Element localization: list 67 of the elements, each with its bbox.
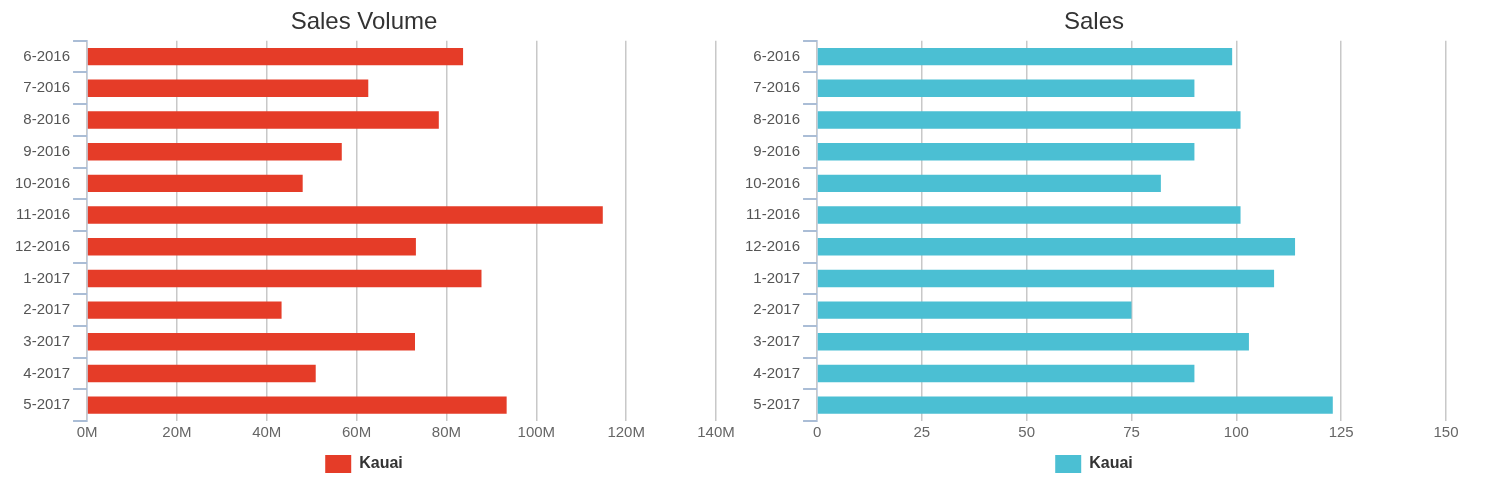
bar bbox=[817, 206, 1241, 224]
y-tick-label: 7-2016 bbox=[23, 78, 71, 96]
chart-title: Sales bbox=[1063, 7, 1125, 35]
bar bbox=[87, 206, 603, 224]
y-tick-label: 9-2016 bbox=[753, 141, 801, 159]
x-tick-label: 75 bbox=[1123, 423, 1140, 441]
bar bbox=[87, 79, 369, 98]
bar bbox=[817, 238, 1296, 256]
y-tick-label: 4-2017 bbox=[23, 363, 71, 381]
bar bbox=[817, 142, 1195, 161]
x-tick-label: 150 bbox=[1433, 423, 1459, 441]
bar bbox=[87, 111, 439, 129]
bar bbox=[87, 396, 507, 414]
bar bbox=[817, 79, 1195, 98]
chart-title: Sales Volume bbox=[290, 7, 438, 35]
y-tick-label: 8-2016 bbox=[23, 110, 71, 128]
x-tick-label: 40M bbox=[252, 423, 282, 441]
x-tick-label: 60M bbox=[342, 423, 372, 441]
x-tick-label: 100 bbox=[1223, 423, 1249, 441]
bar bbox=[817, 47, 1233, 66]
x-tick-label: 0M bbox=[76, 423, 98, 441]
y-tick-label: 11-2016 bbox=[746, 205, 801, 223]
y-tick-label: 6-2016 bbox=[23, 46, 71, 64]
y-tick-label: 5-2017 bbox=[23, 395, 71, 413]
x-tick-label: 100M bbox=[517, 423, 556, 441]
y-tick-label: 8-2016 bbox=[753, 110, 801, 128]
y-tick-label: 6-2016 bbox=[753, 46, 801, 64]
x-tick-label: 140M bbox=[697, 423, 735, 441]
y-tick-label: 11-2016 bbox=[16, 205, 71, 223]
y-tick-label: 3-2017 bbox=[753, 331, 801, 349]
bar bbox=[817, 269, 1275, 288]
y-tick-label: 12-2016 bbox=[744, 236, 801, 254]
y-tick-label: 2-2017 bbox=[23, 300, 71, 318]
legend-label: Kauai bbox=[1089, 454, 1133, 472]
x-tick-label: 50 bbox=[1018, 423, 1036, 441]
bar bbox=[817, 396, 1333, 414]
bar bbox=[87, 269, 482, 288]
y-tick-label: 5-2017 bbox=[753, 395, 801, 413]
bar bbox=[87, 174, 303, 193]
y-tick-label: 4-2017 bbox=[753, 363, 801, 381]
x-tick-label: 120M bbox=[607, 423, 645, 441]
y-tick-label: 9-2016 bbox=[23, 141, 71, 159]
y-tick-label: 1-2017 bbox=[23, 268, 71, 286]
y-tick-label: 2-2017 bbox=[753, 300, 801, 318]
y-tick-label: 1-2017 bbox=[753, 268, 801, 286]
y-tick-label: 10-2016 bbox=[744, 173, 801, 191]
bar bbox=[87, 333, 415, 351]
bar bbox=[87, 301, 282, 319]
x-tick-label: 125 bbox=[1328, 423, 1354, 441]
x-tick-label: 80M bbox=[431, 423, 462, 441]
bar bbox=[87, 47, 464, 66]
bar bbox=[817, 174, 1161, 193]
x-tick-label: 0 bbox=[812, 423, 822, 441]
legend-label: Kauai bbox=[359, 454, 403, 472]
y-tick-label: 10-2016 bbox=[14, 173, 71, 191]
x-tick-label: 25 bbox=[913, 423, 931, 441]
y-tick-label: 7-2016 bbox=[753, 78, 801, 96]
bar bbox=[87, 364, 316, 383]
bar bbox=[817, 333, 1249, 351]
bar bbox=[817, 364, 1195, 383]
y-tick-label: 3-2017 bbox=[23, 331, 71, 349]
y-tick-label: 12-2016 bbox=[14, 236, 71, 254]
bar bbox=[817, 111, 1241, 129]
bar bbox=[817, 301, 1132, 319]
bar bbox=[87, 142, 342, 161]
x-tick-label: 20M bbox=[162, 423, 192, 441]
bar bbox=[87, 238, 416, 256]
